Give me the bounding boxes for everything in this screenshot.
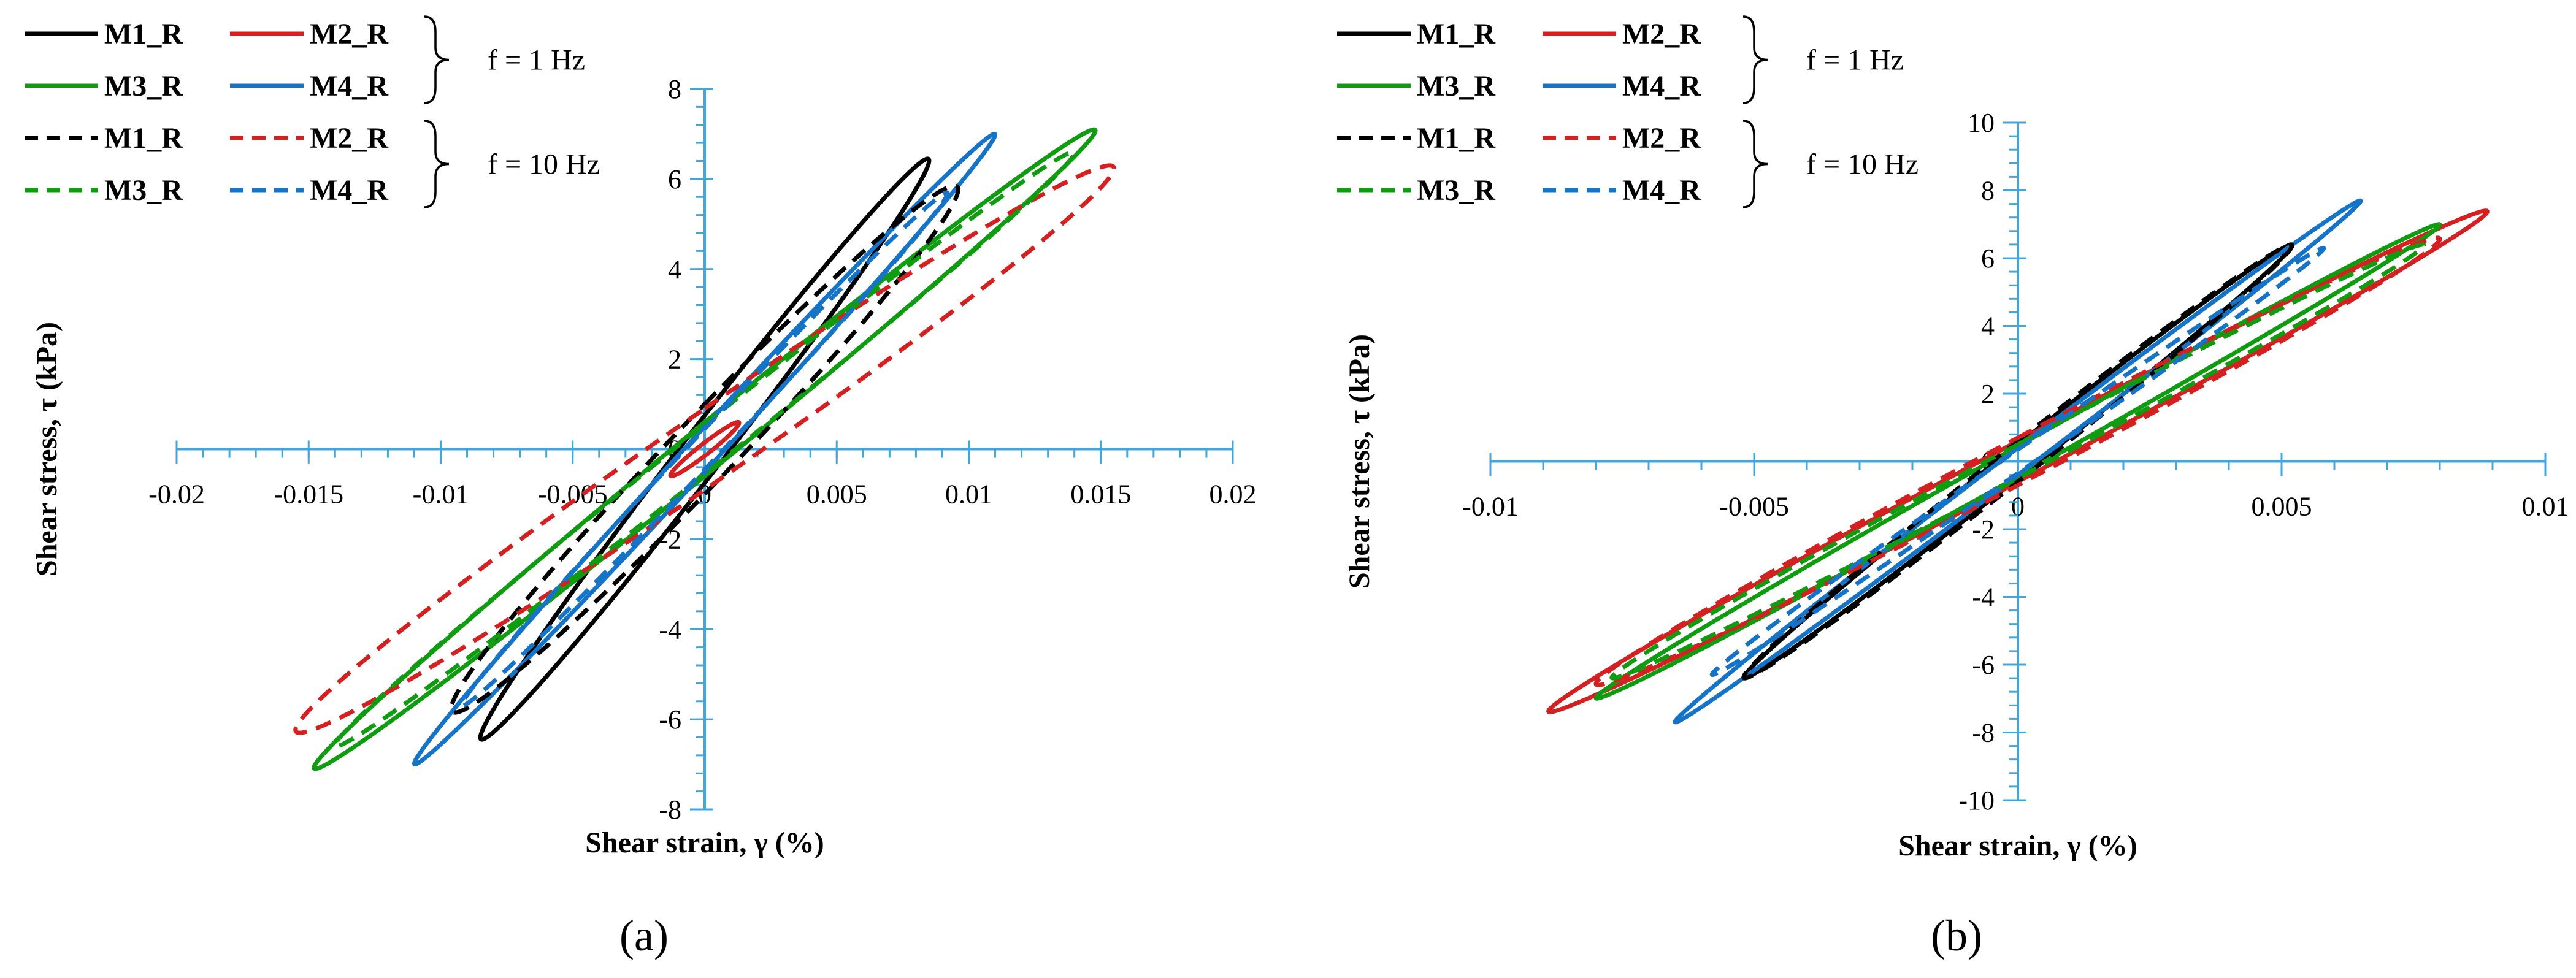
series-m2_r-10hz-loop xyxy=(1593,235,2442,687)
y-tick-label: 2 xyxy=(668,345,681,375)
x-tick-label: 0.01 xyxy=(2522,492,2569,522)
legend-brace xyxy=(424,120,450,208)
series-m3_r-10hz-loop xyxy=(332,150,1077,749)
legend-label: M2_R xyxy=(310,122,389,155)
x-tick-label: 0 xyxy=(2011,492,2025,522)
y-tick-label: -4 xyxy=(1972,583,1995,613)
legend-group-label: f = 1 Hz xyxy=(488,44,585,77)
legend-label: M2_R xyxy=(310,18,389,50)
legend-brace xyxy=(1742,120,1768,208)
y-axis-title: Shear stress, τ (kPa) xyxy=(31,322,63,576)
series-m1_r-1hz-loop xyxy=(478,156,932,742)
x-tick-label: -0.015 xyxy=(274,479,343,510)
series-m2_r-1hz-loop xyxy=(668,419,742,479)
legend-label: M4_R xyxy=(1622,70,1701,102)
legend-group-label: f = 1 Hz xyxy=(1806,44,1904,77)
x-tick-label: 0.005 xyxy=(807,479,867,510)
legend-label: M3_R xyxy=(104,70,183,102)
series-m1_r-10hz-loop xyxy=(449,183,960,715)
y-tick-label: 10 xyxy=(1968,108,1995,138)
panel-label: (b) xyxy=(1931,911,1982,960)
y-tick-label: 8 xyxy=(1981,176,1995,206)
y-tick-label: -8 xyxy=(1972,718,1995,748)
legend-label: M1_R xyxy=(1417,122,1496,155)
y-tick-label: -2 xyxy=(1972,514,1995,544)
x-axis-title: Shear strain, γ (%) xyxy=(1898,830,2137,862)
legend-group-label: f = 10 Hz xyxy=(488,148,600,181)
y-tick-label: 4 xyxy=(668,254,681,285)
panel-a: -0.02 -0.015 -0.01 -0.005 0 0.005 0.01 0.015 0.0… xyxy=(25,15,1257,960)
x-tick-label: 0.005 xyxy=(2252,492,2312,522)
legend-label: M2_R xyxy=(1622,122,1701,155)
legend-group-label: f = 10 Hz xyxy=(1806,148,1919,181)
y-tick-label: 6 xyxy=(668,164,681,194)
legend-label: M3_R xyxy=(104,174,183,207)
y-tick-label: -8 xyxy=(659,795,681,825)
y-tick-label: -4 xyxy=(659,614,681,644)
y-tick-label: 6 xyxy=(1981,243,1995,273)
x-tick-label: -0.02 xyxy=(148,479,205,510)
legend-label: M2_R xyxy=(1622,18,1701,50)
legend-label: M3_R xyxy=(1417,70,1496,102)
legend-label: M4_R xyxy=(310,70,389,102)
series-m4_r-10hz-loop xyxy=(459,190,950,708)
y-axis-title: Shear stress, τ (kPa) xyxy=(1343,334,1376,589)
legend-label: M4_R xyxy=(310,174,389,207)
y-tick-label: 8 xyxy=(668,74,681,104)
x-tick-label: -0.005 xyxy=(1719,492,1789,522)
legend: M1_R M2_R M3_R M4_R M1_R M2_R M3_R M4_R f = 1 Hz… xyxy=(25,15,600,208)
x-tick-label: 0.01 xyxy=(945,479,992,510)
series-m3_r-10hz-loop xyxy=(1609,242,2426,681)
panel-label: (a) xyxy=(619,911,669,960)
x-tick-label: 0.02 xyxy=(1209,479,1257,510)
y-tick-label: -10 xyxy=(1958,785,1995,816)
series-m1_r-10hz-loop xyxy=(1741,242,2294,681)
series-m4_r-10hz-loop xyxy=(1709,245,2326,678)
legend-label: M1_R xyxy=(104,18,183,50)
x-tick-label: 0.015 xyxy=(1070,479,1131,510)
y-tick-label: 4 xyxy=(1981,311,1995,342)
series-m2_r-10hz-loop xyxy=(293,163,1116,735)
legend-label: M1_R xyxy=(1417,18,1496,50)
legend-label: M4_R xyxy=(1622,174,1701,207)
x-tick-label: -0.01 xyxy=(1462,492,1519,522)
y-tick-label: 2 xyxy=(1981,379,1995,409)
legend-label: M3_R xyxy=(1417,174,1496,207)
x-tick-label: -0.005 xyxy=(538,479,608,510)
panel-b: -0.01 -0.005 0 0.005 0.01-10-8-6-4-20246810S… xyxy=(1337,15,2569,960)
x-tick-label: -0.01 xyxy=(413,479,469,510)
x-axis-title: Shear strain, γ (%) xyxy=(585,827,824,859)
y-tick-label: -6 xyxy=(659,705,681,735)
legend-label: M1_R xyxy=(104,122,183,155)
legend: M1_R M2_R M3_R M4_R M1_R M2_R M3_R M4_R f = 1 Hz… xyxy=(1337,15,1919,208)
legend-brace xyxy=(1742,15,1768,104)
legend-brace xyxy=(424,15,450,104)
y-tick-label: -6 xyxy=(1972,650,1995,680)
